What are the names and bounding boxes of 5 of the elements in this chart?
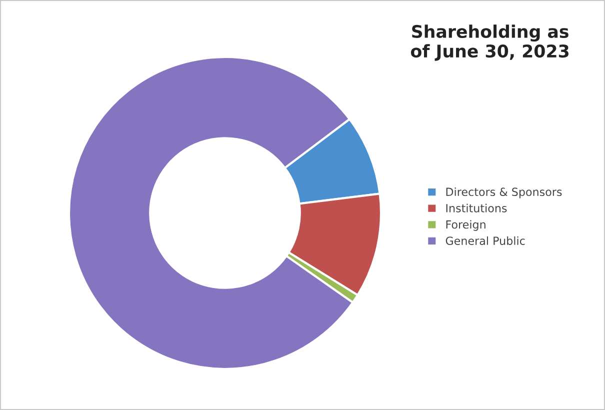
legend-label: Foreign xyxy=(446,220,486,231)
legend-label: General Public xyxy=(446,236,525,245)
chart-title: Shareholding as of June 30, 2023 xyxy=(410,24,568,61)
legend-label: Directors & Sponsors xyxy=(446,187,562,198)
legend-label: Institutions xyxy=(446,204,507,212)
